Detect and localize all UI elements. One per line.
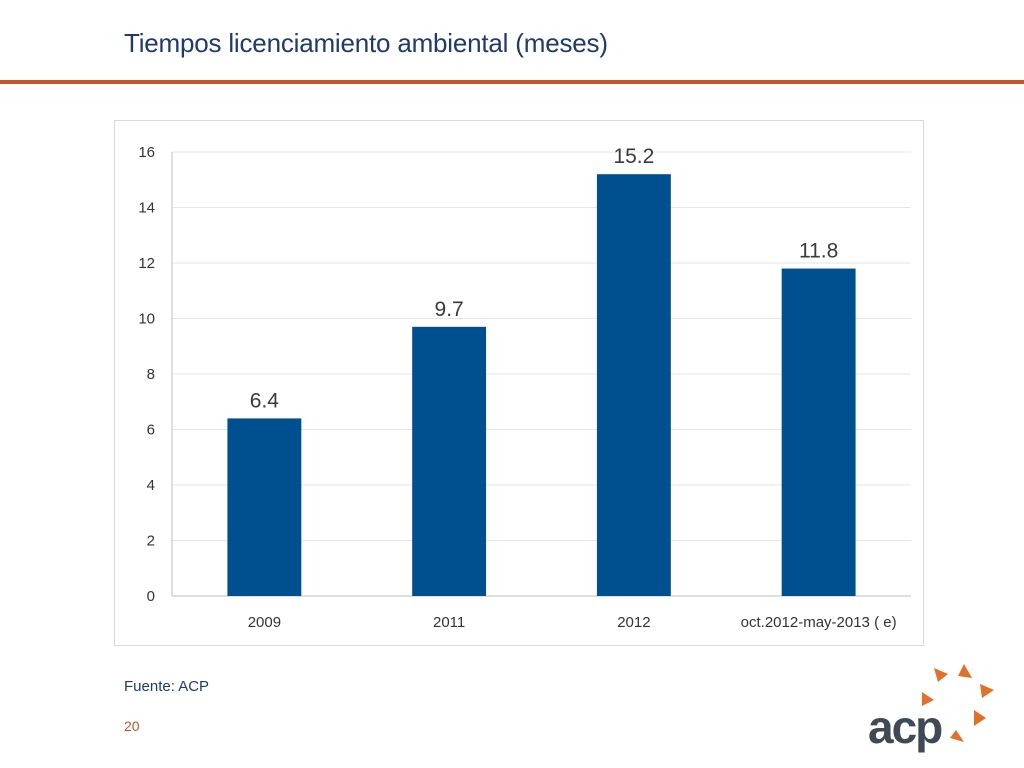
bar [412,326,487,596]
title-divider [0,80,1024,84]
source-note: Fuente: ACP [124,678,210,695]
acp-logo: acp [864,660,1004,756]
chart-frame: 0 2 4 6 8 10 12 14 16 6.4 2009 9.7 2011 15.2 2012 11.8 o… [114,120,924,646]
logo-text: acp [868,701,943,753]
y-tick-label: 6 [147,422,155,439]
y-tick-label: 8 [147,366,155,383]
y-tick-label: 12 [138,255,155,272]
bar [596,174,671,596]
page-number: 20 [124,718,140,734]
slide-title: Tiempos licenciamiento ambiental (meses) [124,28,608,58]
bar [227,418,302,596]
logo-star-icon [922,664,994,742]
bar-chart: 0 2 4 6 8 10 12 14 16 6.4 2009 9.7 2011 15.2 2012 11.8 o… [138,144,911,631]
x-tick-label: 2009 [248,614,281,631]
x-tick-label: 2011 [433,614,465,631]
data-label: 15.2 [613,145,654,168]
y-tick-label: 0 [147,588,155,605]
y-tick-label: 2 [147,533,155,550]
x-tick-label: oct.2012-may-2013 ( e) [741,614,897,631]
data-label: 11.8 [799,240,838,263]
x-tick-label: 2012 [617,614,650,631]
y-tick-label: 4 [147,477,155,494]
bar [781,268,856,596]
data-label: 9.7 [435,298,464,321]
y-tick-label: 10 [138,311,155,328]
y-tick-label: 14 [138,200,155,217]
y-tick-label: 16 [138,144,155,161]
data-label: 6.4 [250,389,280,412]
